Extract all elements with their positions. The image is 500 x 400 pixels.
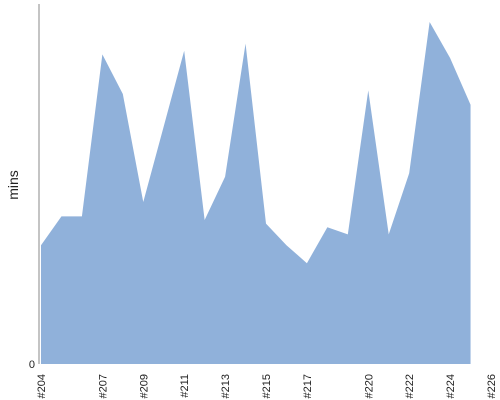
y-tick-label: 0 [29, 359, 35, 371]
y-axis-label: mins [5, 170, 21, 200]
x-tick-label: #222 [404, 374, 416, 398]
x-tick-label: #204 [36, 374, 48, 398]
x-tick-label: #209 [138, 374, 150, 398]
x-tick-label: #213 [220, 374, 232, 398]
x-tick-label: #217 [302, 374, 314, 398]
x-tick-label: #220 [363, 374, 375, 398]
x-tick-label: #215 [261, 374, 273, 398]
x-tick-label: #224 [445, 374, 457, 398]
x-tick-label: #211 [179, 374, 191, 398]
series-area [41, 22, 471, 364]
x-tick-label: #207 [97, 374, 109, 398]
x-tick-label: #226 [486, 374, 498, 398]
